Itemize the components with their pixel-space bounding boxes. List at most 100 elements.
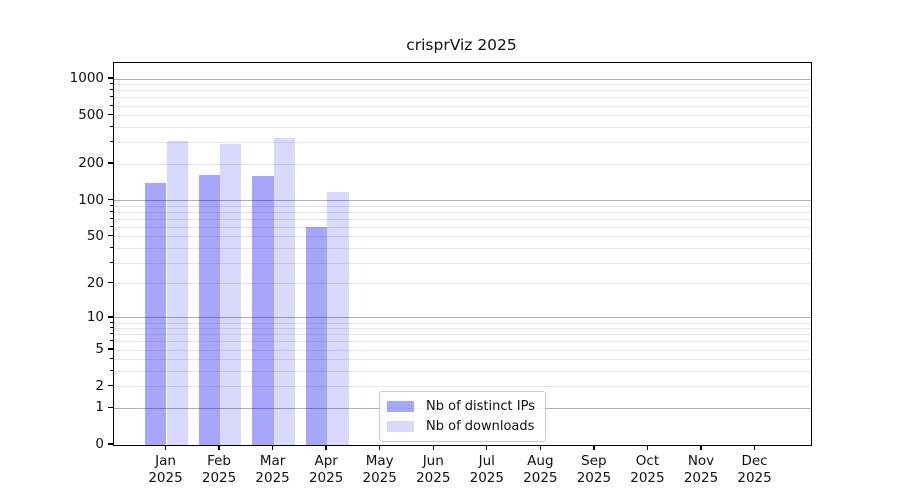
x-tick-label: Jul 2025 [455, 453, 519, 486]
x-tick-label: Aug 2025 [508, 453, 572, 486]
y-tick-mark [108, 162, 113, 164]
x-tick-mark [700, 445, 702, 450]
bar-distinct-ips [198, 174, 221, 445]
legend-item-downloads: Nb of downloads [387, 419, 535, 434]
minor-gridline [114, 349, 811, 351]
bar-downloads [273, 138, 295, 445]
y-tick-mark [108, 316, 113, 318]
legend-label: Nb of downloads [426, 419, 535, 434]
plot-area: Nb of distinct IPs Nb of downloads [113, 62, 812, 446]
minor-gridline [114, 371, 811, 373]
x-tick-label: Jan 2025 [134, 453, 198, 486]
y-tick-label: 50 [86, 227, 104, 244]
y-minor-tick-mark [110, 104, 113, 106]
y-tick-label: 1 [95, 399, 104, 416]
major-gridline [114, 317, 811, 319]
minor-gridline [114, 97, 811, 99]
y-tick-label: 5 [95, 341, 104, 358]
x-tick-year: 2025 [148, 469, 183, 486]
x-tick-month: Aug [527, 453, 554, 469]
x-tick-year: 2025 [255, 469, 290, 486]
minor-gridline [114, 205, 811, 207]
minor-gridline [114, 126, 811, 128]
y-tick-mark [108, 235, 113, 237]
chart-title: crisprViz 2025 [406, 36, 517, 54]
x-tick-month: Nov [687, 453, 715, 469]
y-minor-tick-mark [110, 327, 113, 329]
y-tick-mark [108, 443, 113, 445]
x-tick-year: 2025 [308, 469, 344, 486]
bar-distinct-ips [252, 176, 274, 445]
minor-gridline [114, 328, 811, 330]
y-minor-tick-mark [110, 83, 113, 85]
x-tick-year: 2025 [630, 469, 665, 486]
x-tick-month: Jun [422, 453, 444, 469]
x-tick-mark [539, 445, 542, 450]
minor-gridline [114, 226, 811, 228]
x-tick-year: 2025 [737, 469, 772, 486]
y-minor-tick-mark [110, 340, 113, 342]
x-tick-year: 2025 [469, 469, 504, 486]
x-tick-mark [271, 445, 274, 450]
major-gridline [114, 200, 811, 201]
legend-swatch [387, 420, 414, 433]
y-minor-tick-mark [110, 217, 113, 219]
bar-downloads [166, 141, 188, 445]
x-tick-label: Dec 2025 [723, 453, 787, 486]
x-tick-mark [164, 445, 167, 450]
legend-swatch [387, 400, 414, 413]
legend: Nb of distinct IPs Nb of downloads [379, 391, 546, 442]
y-tick-mark [108, 282, 113, 284]
y-minor-tick-mark [110, 333, 113, 335]
y-tick-mark [108, 385, 113, 387]
y-tick-label: 100 [78, 191, 104, 208]
minor-gridline [114, 105, 811, 107]
x-tick-label: Apr 2025 [294, 453, 358, 486]
y-minor-tick-mark [110, 358, 113, 360]
minor-gridline [114, 386, 811, 388]
y-tick-label: 20 [86, 274, 104, 291]
minor-gridline [114, 142, 811, 144]
x-tick-mark [753, 445, 756, 450]
y-minor-tick-mark [110, 96, 113, 98]
y-minor-tick-mark [110, 125, 113, 127]
x-tick-mark [432, 445, 434, 450]
x-tick-month: Dec [741, 453, 768, 469]
x-tick-year: 2025 [201, 469, 237, 486]
x-tick-label: Sep 2025 [562, 453, 626, 486]
y-minor-tick-mark [110, 210, 113, 212]
x-tick-mark [593, 445, 595, 450]
minor-gridline [114, 322, 811, 324]
x-tick-label: May 2025 [348, 453, 412, 486]
x-tick-label: Mar 2025 [241, 453, 305, 486]
y-minor-tick-mark [110, 246, 113, 248]
y-minor-tick-mark [110, 370, 113, 372]
x-tick-month: Feb [207, 453, 231, 469]
x-tick-mark [325, 445, 327, 450]
y-tick-label: 500 [78, 106, 104, 123]
minor-gridline [114, 218, 811, 220]
x-tick-year: 2025 [683, 469, 719, 486]
minor-gridline [114, 90, 811, 92]
x-tick-mark [486, 445, 488, 450]
x-tick-month: Sep [581, 453, 607, 469]
x-tick-year: 2025 [416, 469, 451, 486]
minor-gridline [114, 211, 811, 213]
y-minor-tick-mark [110, 141, 113, 143]
x-tick-year: 2025 [576, 469, 612, 486]
y-minor-tick-mark [110, 204, 113, 206]
minor-gridline [114, 115, 811, 117]
minor-gridline [114, 236, 811, 238]
y-tick-mark [108, 113, 113, 116]
x-tick-label: Feb 2025 [187, 453, 251, 486]
bar-distinct-ips [145, 182, 167, 445]
minor-gridline [114, 359, 811, 361]
x-tick-month: Jul [478, 453, 495, 469]
x-tick-month: Jan [155, 453, 176, 469]
y-tick-mark [108, 77, 113, 79]
bar-downloads [220, 144, 242, 445]
x-tick-mark [218, 445, 220, 450]
x-tick-year: 2025 [362, 469, 397, 486]
y-tick-mark [108, 348, 113, 350]
legend-item-distinct-ips: Nb of distinct IPs [387, 399, 535, 414]
